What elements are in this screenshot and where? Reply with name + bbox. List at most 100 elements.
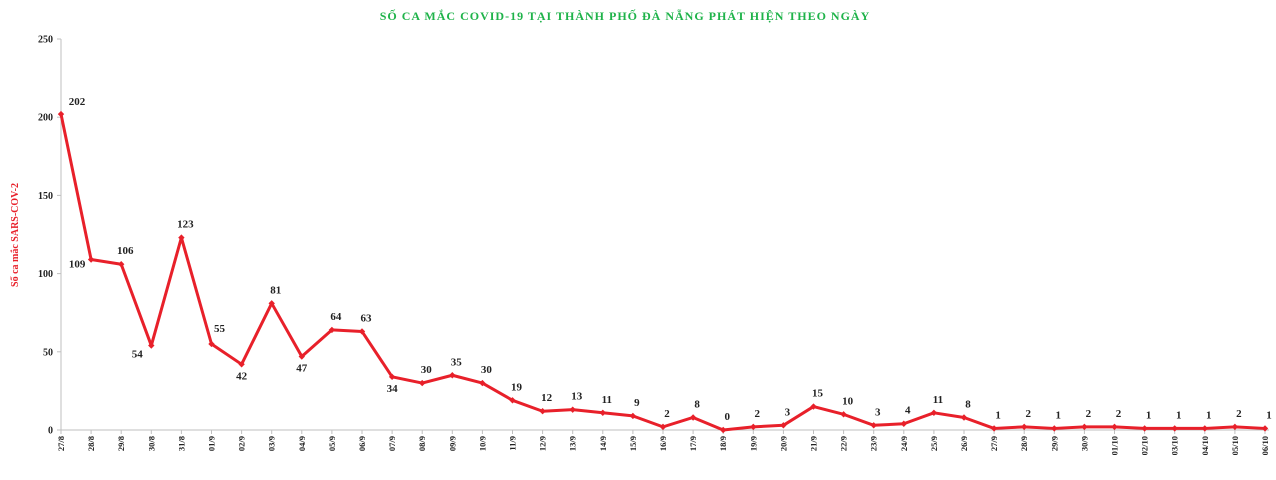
data-label: 8: [965, 398, 971, 410]
y-tick-label: 250: [38, 35, 53, 46]
data-label: 106: [117, 245, 134, 257]
data-label: 2: [1025, 408, 1031, 420]
x-tick-label: 07/9: [387, 436, 397, 451]
data-label: 2: [755, 408, 761, 420]
x-tick-label: 05/10: [1230, 436, 1240, 455]
data-label: 8: [694, 398, 700, 410]
data-point: [750, 423, 757, 431]
data-point: [810, 403, 817, 410]
x-tick-label: 03/9: [267, 436, 277, 451]
x-tick-label: 04/10: [1200, 436, 1210, 455]
data-label: 1: [1146, 409, 1152, 421]
data-label: 81: [270, 284, 281, 296]
data-point: [840, 411, 847, 418]
data-label: 54: [132, 349, 144, 361]
data-point: [870, 422, 877, 429]
x-tick-label: 21/9: [809, 436, 819, 451]
y-tick-label: 150: [38, 191, 53, 202]
data-label: 34: [387, 383, 399, 395]
data-label: 2: [1116, 408, 1122, 420]
x-tick-label: 04/9: [297, 436, 307, 451]
data-label: 3: [875, 406, 881, 418]
x-tick-label: 13/9: [568, 436, 578, 451]
data-point: [629, 412, 637, 420]
data-label: 30: [421, 364, 433, 376]
data-label: 10: [842, 395, 854, 407]
x-tick-label: 27/8: [56, 436, 66, 451]
x-tick-label: 22/9: [839, 436, 849, 451]
x-tick-label: 11/9: [508, 436, 518, 451]
x-tick-label: 08/9: [417, 436, 427, 451]
data-point: [328, 326, 336, 334]
data-label: 13: [571, 391, 583, 403]
data-label: 1: [1176, 409, 1182, 421]
x-tick-label: 05/9: [327, 436, 337, 451]
x-tick-label: 30/9: [1079, 436, 1089, 451]
data-point: [479, 379, 486, 387]
data-point: [659, 423, 667, 431]
y-tick-label: 100: [38, 269, 53, 280]
data-point: [388, 373, 396, 381]
data-label: 2: [1086, 408, 1092, 420]
x-tick-label: 29/8: [116, 436, 126, 451]
x-tick-label: 06/9: [357, 436, 367, 451]
data-label: 2: [1236, 408, 1242, 420]
x-tick-label: 28/8: [86, 436, 96, 451]
x-tick-label: 03/10: [1170, 436, 1180, 455]
data-label: 12: [541, 392, 553, 404]
data-point: [990, 425, 998, 432]
data-label: 109: [69, 259, 86, 271]
x-tick-label: 01/9: [207, 436, 217, 451]
data-label: 35: [451, 356, 463, 368]
data-point: [87, 256, 95, 263]
chart-title: SỐ CA MẮC COVID-19 TẠI THÀNH PHỐ ĐÀ NẴNG…: [380, 8, 871, 23]
data-label: 63: [361, 312, 373, 324]
x-tick-label: 19/9: [748, 436, 758, 451]
data-label: 42: [236, 370, 248, 382]
y-ticks: 0 50 100 150 200 250: [38, 35, 61, 437]
data-point: [178, 234, 185, 241]
x-tick-label: 29/9: [1049, 436, 1059, 451]
data-label: 2: [664, 408, 670, 420]
x-tick-label: 14/9: [598, 436, 608, 451]
x-tick-label: 09/9: [447, 436, 457, 451]
data-label: 19: [511, 381, 523, 393]
data-point: [1141, 425, 1148, 432]
data-label: 4: [905, 405, 911, 417]
data-point: [419, 379, 426, 387]
data-label: 1: [995, 409, 1001, 421]
data-point: [930, 409, 938, 416]
x-tick-label: 30/8: [146, 436, 156, 451]
x-tick-label: 01/10: [1110, 436, 1120, 455]
data-points: [57, 110, 1269, 434]
data-point: [509, 397, 516, 404]
x-tick-label: 16/9: [658, 436, 668, 451]
data-label: 64: [330, 311, 342, 323]
axes: [60, 39, 1269, 431]
y-tick-label: 200: [38, 113, 53, 124]
data-label: 47: [296, 362, 308, 374]
x-tick-label: 18/9: [718, 436, 728, 451]
data-label: 3: [785, 406, 791, 418]
x-tick-label: 24/9: [899, 436, 909, 451]
x-tick-label: 17/9: [688, 436, 698, 451]
data-point: [780, 422, 787, 429]
x-tick-label: 23/9: [869, 436, 879, 451]
data-point: [900, 420, 907, 427]
data-point: [1231, 423, 1239, 431]
data-point: [1201, 425, 1208, 432]
data-point: [960, 414, 968, 421]
data-point: [298, 353, 305, 360]
data-point: [599, 409, 606, 416]
data-label: 15: [812, 388, 824, 400]
data-point: [539, 408, 546, 415]
data-label: 1: [1266, 409, 1272, 421]
x-tick-label: 31/8: [176, 436, 186, 451]
data-point: [57, 110, 65, 118]
x-ticks: 27/8 28/8 29/8 30/8 31/8 01/9 02/9 03/9 04/9 05/9…: [56, 430, 1270, 455]
data-label: 9: [634, 397, 640, 409]
x-tick-label: 25/9: [929, 436, 939, 451]
x-tick-label: 02/9: [237, 436, 247, 451]
data-label: 1: [1206, 409, 1212, 421]
